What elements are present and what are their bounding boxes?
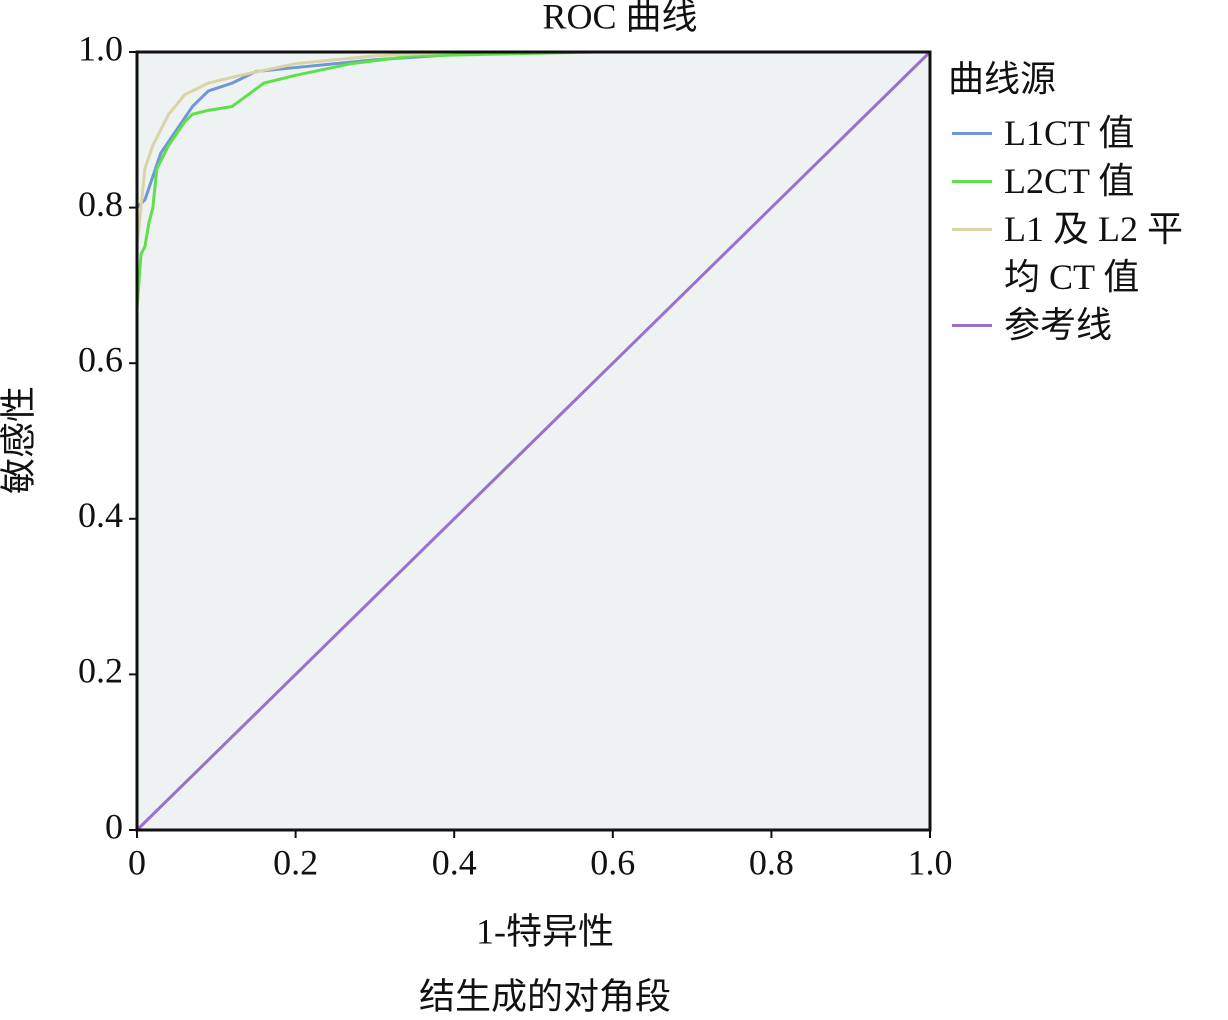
y-axis-label: 敏感性 <box>0 386 38 494</box>
note: 结生成的对角段 <box>419 976 671 1016</box>
series-line <box>135 50 930 830</box>
legend-label: L1 及 L2 平均 CT 值 <box>1004 209 1183 297</box>
chart-title: ROC 曲线 <box>542 0 697 36</box>
legend-swatch <box>952 228 992 231</box>
x-tick-label: 0.8 <box>749 842 794 882</box>
y-tick-label: 0.8 <box>78 184 123 224</box>
x-tick-label: 0.2 <box>273 842 318 882</box>
x-tick-label: 0 <box>128 842 146 882</box>
y-tick-label: 0 <box>105 806 123 846</box>
legend-label: L2CT 值 <box>1004 161 1135 201</box>
legend-label: L1CT 值 <box>1004 113 1135 153</box>
x-axis-label: 1-特异性 <box>476 911 614 951</box>
legend-swatch <box>952 180 992 183</box>
x-tick-label: 0.4 <box>432 842 477 882</box>
y-tick-label: 0.2 <box>78 651 123 691</box>
series-line <box>135 50 932 832</box>
y-tick-label: 0.4 <box>78 495 123 535</box>
legend-item: 参考线 <box>948 301 1194 349</box>
x-tick-label: 1.0 <box>908 842 953 882</box>
legend-item: L2CT 值 <box>948 157 1194 205</box>
legend-item: L1 及 L2 平均 CT 值 <box>948 205 1194 301</box>
legend-swatch <box>952 324 992 327</box>
x-tick-label: 0.6 <box>590 842 635 882</box>
y-tick-label: 1.0 <box>78 28 123 68</box>
legend-label: 参考线 <box>1004 305 1113 345</box>
plot-frame <box>135 50 932 832</box>
y-tick-label: 0.6 <box>78 339 123 379</box>
legend-title: 曲线源 <box>948 59 1057 99</box>
legend: 曲线源 L1CT 值 L2CT 值 L1 及 L2 平均 CT 值参考线 <box>948 55 1194 349</box>
legend-swatch <box>952 132 992 135</box>
legend-item: L1CT 值 <box>948 109 1194 157</box>
series-line <box>135 50 930 830</box>
